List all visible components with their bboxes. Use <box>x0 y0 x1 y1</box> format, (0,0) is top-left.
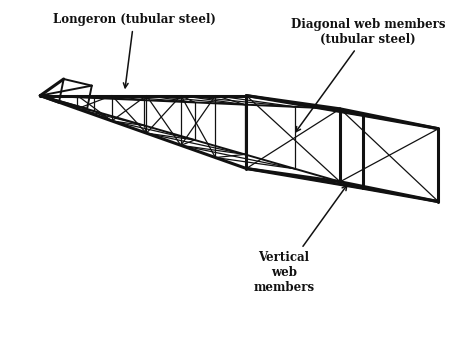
Text: Longeron (tubular steel): Longeron (tubular steel) <box>53 13 215 88</box>
Text: Vertical
web
members: Vertical web members <box>253 185 347 294</box>
Text: Diagonal web members
(tubular steel): Diagonal web members (tubular steel) <box>291 18 446 132</box>
